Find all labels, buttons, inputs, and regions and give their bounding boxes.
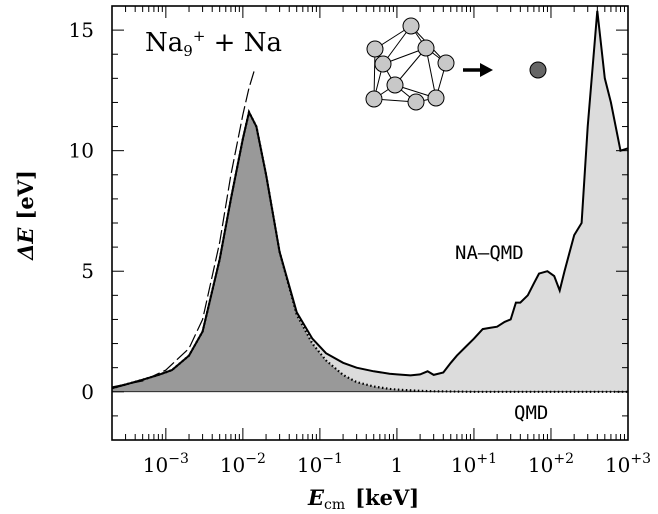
series-line-3 — [111, 70, 255, 388]
cluster-illustration — [365, 17, 455, 111]
x-tick-label: 10+2 — [528, 451, 574, 477]
series-lines — [111, 10, 629, 393]
y-tick-label: 15 — [69, 18, 94, 42]
projectile-atom — [529, 61, 547, 79]
y-tick-label: 5 — [81, 259, 94, 283]
series-label-na-qmd: NA–QMD — [455, 242, 524, 264]
y-tick-label: 10 — [69, 139, 94, 163]
y-axis-title: ΔE[eV] — [13, 170, 38, 261]
x-tick-label: 10+3 — [605, 451, 651, 477]
x-axis-title: Ecm [keV] — [307, 485, 419, 513]
x-tick-label: 10−3 — [143, 451, 189, 477]
area-fills — [112, 10, 628, 392]
axis-ticks — [111, 5, 629, 441]
y-tick-labels: 0 5 10 15 — [69, 18, 94, 404]
x-tick-labels: 10−3 10−2 10−1 1 10+1 10+2 10+3 — [143, 451, 651, 477]
x-tick-label: 10+1 — [451, 451, 497, 477]
area-fill-2 — [112, 112, 628, 392]
x-tick-label: 1 — [391, 453, 404, 477]
arrow-icon — [463, 63, 493, 77]
x-tick-label: 10−1 — [297, 451, 343, 477]
y-tick-label: 0 — [81, 380, 94, 404]
series-label-qmd: QMD — [514, 402, 548, 424]
x-tick-label: 10−2 — [220, 451, 266, 477]
chart-title: Na9+ + Na — [145, 27, 282, 60]
area-fill-1 — [112, 10, 628, 392]
